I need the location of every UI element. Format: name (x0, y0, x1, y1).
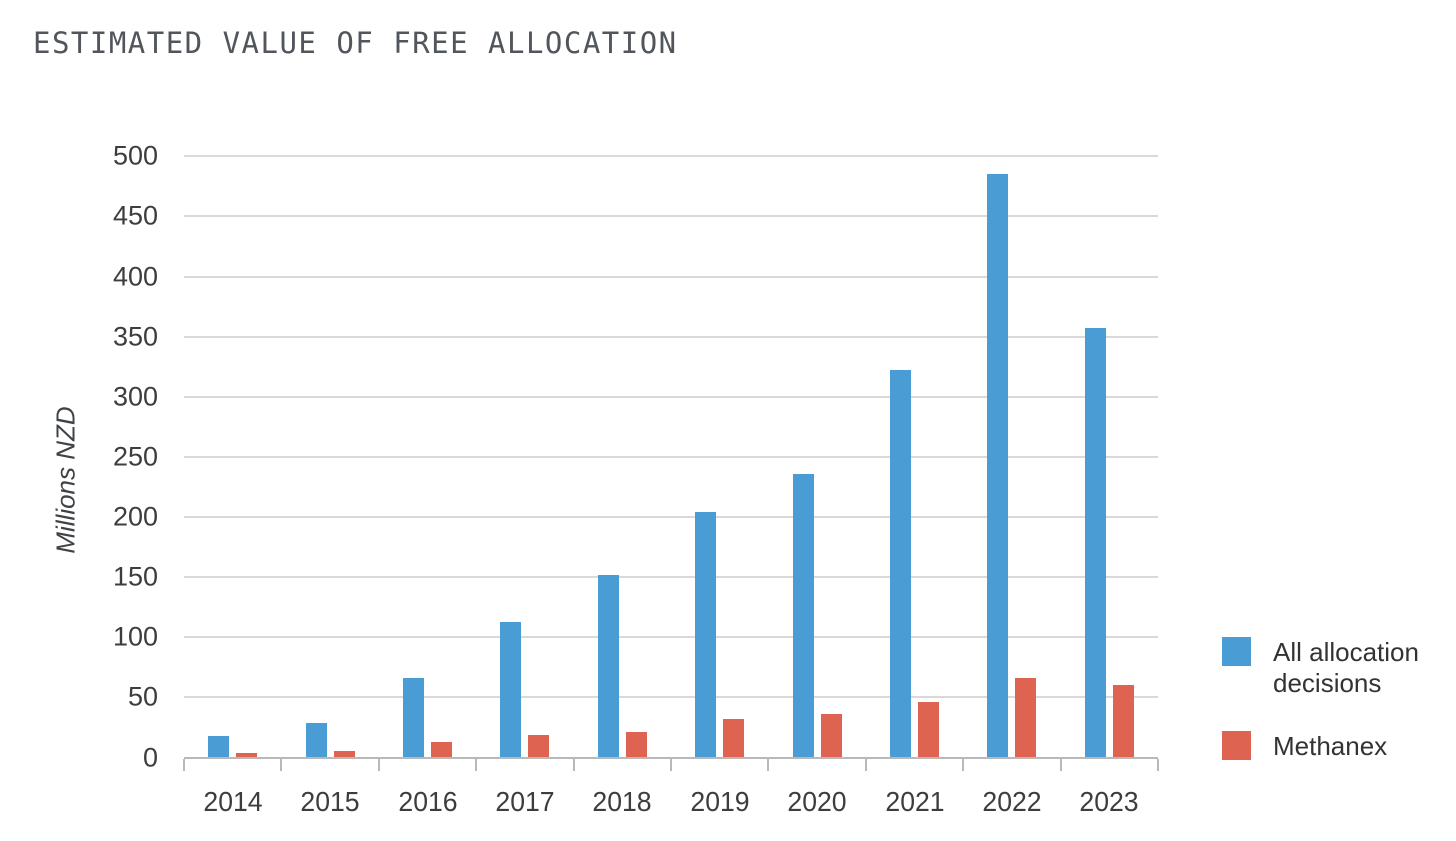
y-tick-label: 0 (142, 742, 158, 772)
y-axis-title: Millions NZD (50, 406, 81, 554)
x-axis-tick (767, 758, 770, 771)
x-tick-label: 2018 (592, 786, 652, 817)
gridline (184, 275, 1158, 278)
gridline (184, 215, 1158, 218)
gridline (184, 516, 1158, 519)
bar-all-allocation-decisions-2018 (597, 574, 619, 758)
bar-all-allocation-decisions-2015 (305, 722, 327, 758)
x-tick-label: 2019 (690, 786, 750, 817)
bar-all-allocation-decisions-2021 (890, 370, 911, 758)
legend-label: Methanex (1273, 731, 1388, 761)
legend-swatch-icon (1222, 731, 1251, 760)
gridline (184, 696, 1158, 699)
bar-methanex-2020 (820, 714, 842, 758)
y-tick-label: 150 (112, 561, 158, 592)
x-tick-label: 2023 (1079, 786, 1139, 817)
gridline (184, 335, 1158, 338)
y-tick-label: 350 (112, 321, 158, 352)
x-axis-tick (572, 758, 575, 771)
x-axis-tick (377, 758, 380, 771)
gridline (184, 636, 1158, 639)
bar-methanex-2014 (236, 752, 258, 758)
legend-entry: All allocation decisions (1222, 637, 1433, 699)
x-tick-label: 2014 (203, 786, 263, 817)
x-axis-tick (475, 758, 478, 771)
x-tick-label: 2017 (495, 786, 555, 817)
y-tick-label: 200 (112, 501, 158, 532)
legend-label: All allocation decisions (1273, 637, 1419, 698)
x-tick-label: 2022 (982, 786, 1042, 817)
x-axis-tick (670, 758, 672, 771)
x-axis-tick (864, 758, 867, 771)
gridline (184, 455, 1158, 458)
y-tick-label: 300 (112, 381, 158, 412)
x-tick-label: 2016 (397, 786, 458, 817)
bar-methanex-2016 (431, 741, 452, 758)
bar-all-allocation-decisions-2019 (695, 512, 717, 758)
y-tick-label: 250 (112, 441, 158, 472)
bar-all-allocation-decisions-2022 (987, 174, 1009, 758)
y-tick-label: 50 (127, 681, 158, 712)
bar-methanex-2023 (1112, 685, 1134, 758)
bar-all-allocation-decisions-2016 (403, 678, 424, 758)
bar-all-allocation-decisions-2020 (792, 473, 814, 758)
x-tick-label: 2020 (787, 786, 847, 817)
x-axis-line (184, 756, 1158, 759)
x-axis-tick (280, 758, 283, 771)
x-axis-tick (1059, 758, 1062, 771)
x-axis-tick (183, 758, 185, 771)
x-tick-label: 2015 (300, 786, 360, 817)
x-axis-tick (1157, 758, 1159, 771)
gridline (184, 395, 1158, 398)
y-tick-label: 400 (112, 261, 158, 292)
y-tick-label: 100 (112, 621, 158, 652)
x-tick-label: 2021 (884, 786, 945, 817)
chart-title: ESTIMATED VALUE OF FREE ALLOCATION (33, 26, 678, 60)
bar-methanex-2019 (723, 719, 745, 758)
gridline (184, 576, 1158, 579)
bar-methanex-2015 (333, 751, 355, 758)
gridline (184, 155, 1158, 158)
bar-methanex-2017 (528, 734, 550, 758)
y-tick-label: 450 (112, 200, 158, 231)
x-axis-tick (962, 758, 965, 771)
bar-methanex-2018 (625, 732, 647, 758)
legend-entry: Methanex (1222, 731, 1433, 762)
bar-all-allocation-decisions-2014 (208, 735, 230, 758)
y-tick-label: 500 (112, 140, 158, 171)
bar-methanex-2022 (1015, 678, 1037, 758)
legend-swatch-icon (1222, 637, 1251, 666)
bar-all-allocation-decisions-2023 (1084, 328, 1106, 758)
bar-methanex-2021 (918, 702, 939, 758)
bar-all-allocation-decisions-2017 (500, 621, 522, 758)
